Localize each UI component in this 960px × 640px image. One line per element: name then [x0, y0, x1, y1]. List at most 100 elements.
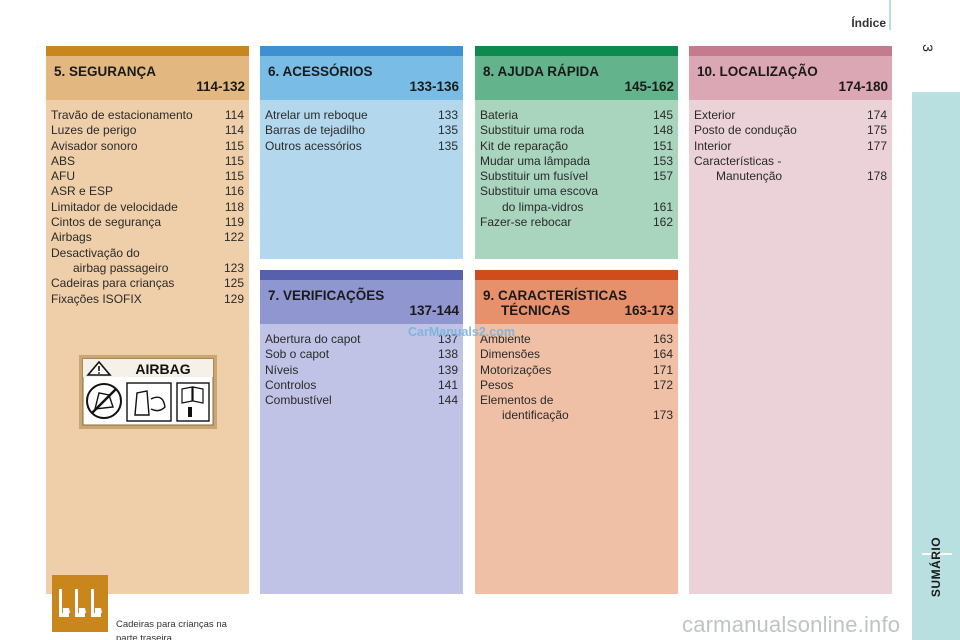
index-entry[interactable]: Pesos 172 [480, 378, 673, 393]
index-entry-label: Controlos [265, 377, 317, 392]
index-entry[interactable]: identificação 173 [480, 408, 673, 423]
index-entry-label: Limitador de velocidade [51, 199, 178, 214]
section-color-bar [475, 46, 678, 56]
index-entry-page: 133 [437, 108, 458, 122]
index-entry[interactable]: Posto de condução 175 [694, 123, 887, 138]
index-entry-page: 123 [223, 260, 244, 275]
section-header[interactable]: 8. AJUDA RÁPIDA 145-162 [475, 56, 678, 100]
index-entry[interactable]: Motorizações 171 [480, 363, 673, 378]
index-entry[interactable]: Cadeiras para crianças 125 [51, 276, 244, 291]
header-divider [889, 0, 891, 30]
index-entry-page: 174 [866, 108, 887, 122]
side-tab[interactable]: SUMÁRIO [912, 92, 960, 640]
index-entry-page: 116 [224, 184, 244, 199]
index-entry[interactable]: Luzes de perigo 114 [51, 123, 244, 138]
warning-triangle-icon [86, 360, 112, 376]
index-entry-label: Luzes de perigo [51, 123, 137, 138]
section-ajuda-rapida: 8. AJUDA RÁPIDA 145-162 Bateria 145 Substi… [475, 46, 678, 259]
section-header[interactable]: 7. VERIFICAÇÕES 137-144 [260, 280, 463, 324]
index-entry-page: 164 [652, 347, 673, 362]
index-entry[interactable]: Atrelar um reboque 133 [265, 108, 458, 123]
section-caracteristicas: 9. CARACTERÍSTICAS TÉCNICAS 163-173 Ambi… [475, 270, 678, 594]
index-entry[interactable]: Dimensões 164 [480, 347, 673, 362]
section-header[interactable]: 9. CARACTERÍSTICAS TÉCNICAS 163-173 [475, 280, 678, 324]
index-entry[interactable]: AFU 115 [51, 169, 244, 184]
section-page-range: 114-132 [196, 79, 245, 94]
index-entry-label: Substituir uma roda [480, 123, 585, 138]
index-entry-page: 137 [437, 332, 458, 346]
index-entry-label: Bateria [480, 108, 519, 122]
page-title: Índice [851, 16, 886, 30]
index-entry[interactable]: Travão de estacionamento 114 [51, 108, 244, 123]
index-entry-page: 122 [223, 230, 244, 245]
index-entry[interactable]: Manutenção 178 [694, 169, 887, 184]
section-color-bar [46, 46, 249, 56]
section-page-range: 174-180 [838, 79, 888, 94]
child-seats-note-line: Cadeiras para crianças na [116, 619, 227, 630]
side-tab-divider [922, 553, 952, 555]
index-entry[interactable]: Mudar uma lâmpada 153 [480, 154, 673, 169]
index-entry-label: Sob o capot [265, 347, 330, 362]
manual-book-icon [176, 382, 210, 422]
index-entry[interactable]: ASR e ESP 116 [51, 184, 244, 199]
index-entry-page: 161 [652, 199, 673, 214]
index-entry-page: 157 [652, 169, 673, 184]
index-entry[interactable]: Limitador de velocidade 118 [51, 200, 244, 215]
index-entry[interactable]: Combustível 144 [265, 393, 458, 408]
section-header[interactable]: 5. SEGURANÇA 114-132 [46, 56, 249, 100]
index-entry[interactable]: Características - [694, 154, 887, 169]
section-header[interactable]: 6. ACESSÓRIOS 133-136 [260, 56, 463, 100]
section-verificacoes: 7. VERIFICAÇÕES 137-144 Abertura do capo… [260, 270, 463, 594]
index-entry[interactable]: Desactivação do [51, 246, 244, 261]
index-entry[interactable]: Ambiente 163 [480, 332, 673, 347]
index-entry[interactable]: Controlos 141 [265, 378, 458, 393]
index-entry[interactable]: Cintos de segurança 119 [51, 215, 244, 230]
index-entry[interactable]: Níveis 139 [265, 363, 458, 378]
index-entry[interactable]: Substituir um fusível 157 [480, 169, 673, 184]
index-entry-label: identificação [502, 408, 569, 423]
index-entry-label: Combustível [265, 393, 332, 408]
index-entry[interactable]: Exterior 174 [694, 108, 887, 123]
index-entry-label: do limpa-vidros [502, 199, 584, 214]
section-item-list: Bateria 145 Substituir uma roda 148 Kit de r… [480, 108, 673, 230]
index-entry-page: 144 [437, 393, 458, 408]
index-entry[interactable]: Avisador sonoro 115 [51, 139, 244, 154]
index-entry[interactable]: Bateria 145 [480, 108, 673, 123]
index-entry[interactable]: do limpa-vidros 161 [480, 200, 673, 215]
section-title: 10. LOCALIZAÇÃO [697, 64, 818, 79]
index-entry[interactable]: Barras de tejadilho 135 [265, 123, 458, 138]
index-entry-page: 141 [437, 377, 458, 392]
section-body: Travão de estacionamento 114 Luzes de peri… [46, 100, 249, 640]
index-entry[interactable]: Kit de reparação 151 [480, 139, 673, 154]
watermark-carmanuals2: CarManuals2.com [408, 325, 515, 339]
index-entry-page: 125 [223, 276, 244, 291]
section-body: Abertura do capot 137 Sob o capot 138 Níveis… [260, 324, 463, 594]
index-entry[interactable]: Sob o capot 138 [265, 347, 458, 362]
index-entry[interactable]: ABS 115 [51, 154, 244, 169]
index-entry[interactable]: Outros acessórios 135 [265, 139, 458, 154]
index-entry-page: 148 [652, 123, 673, 138]
index-entry[interactable]: Substituir uma roda 148 [480, 123, 673, 138]
index-entry-label: Fazer-se rebocar [480, 215, 572, 230]
index-entry[interactable]: Fixações ISOFIX 129 [51, 292, 244, 307]
index-entry[interactable]: airbag passageiro 123 [51, 261, 244, 276]
section-page-range: 133-136 [409, 79, 459, 94]
section-title: 9. CARACTERÍSTICAS [483, 288, 628, 303]
index-entry-page: 162 [652, 215, 673, 230]
section-header[interactable]: 10. LOCALIZAÇÃO 174-180 [689, 56, 892, 100]
index-entry-page: 114 [224, 108, 244, 122]
section-title: 8. AJUDA RÁPIDA [483, 64, 600, 79]
index-entry-page: 139 [437, 362, 458, 377]
index-entry[interactable]: Abertura do capot 137 [265, 332, 458, 347]
index-entry-label: Motorizações [480, 362, 552, 377]
index-entry[interactable]: Substituir uma escova [480, 184, 673, 199]
index-entry[interactable]: Interior 177 [694, 139, 887, 154]
section-title: 7. VERIFICAÇÕES [268, 288, 385, 303]
section-item-list: Abertura do capot 137 Sob o capot 138 Níveis… [265, 332, 458, 408]
index-entry-label: Pesos [480, 377, 514, 392]
index-entry[interactable]: Fazer-se rebocar 162 [480, 215, 673, 230]
index-entry-page: 115 [224, 138, 244, 153]
index-entry[interactable]: Airbags 122 [51, 230, 244, 245]
child-seats-note: Cadeiras para crianças na parte traseira… [116, 618, 227, 640]
index-entry[interactable]: Elementos de [480, 393, 673, 408]
